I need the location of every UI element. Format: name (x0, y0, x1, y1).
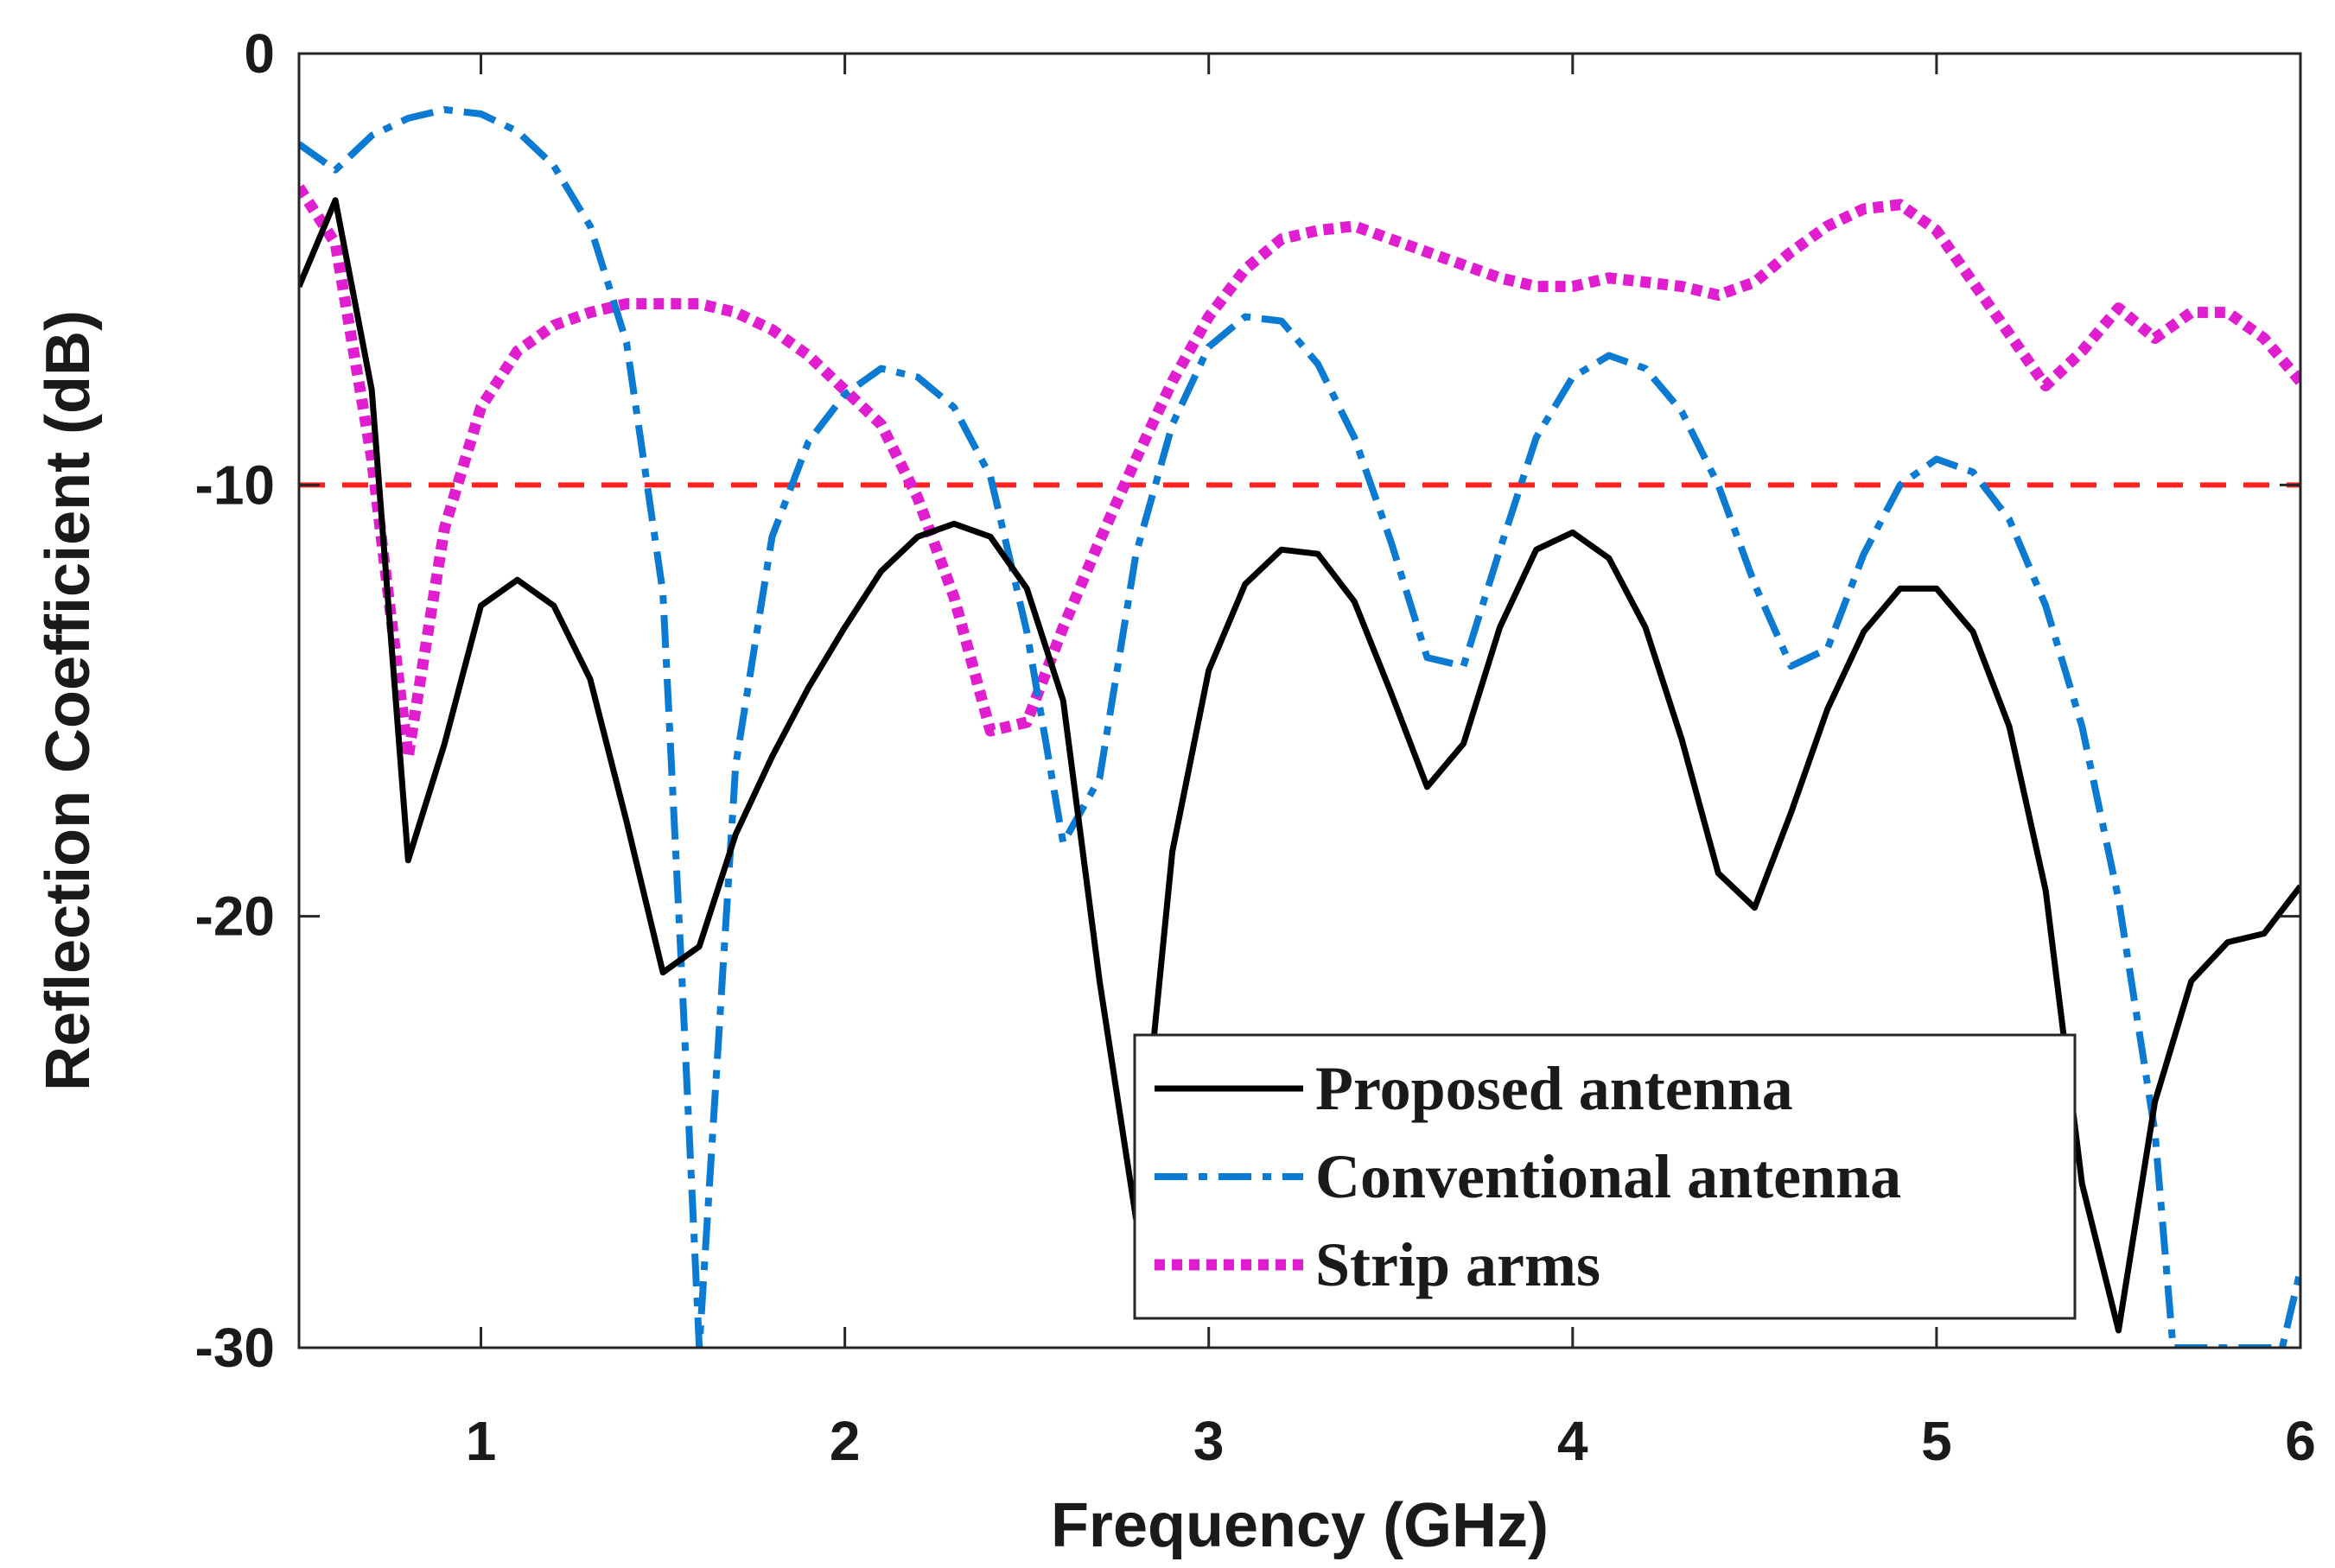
y-tick-label: 0 (244, 22, 275, 85)
series-line-conventional-antenna (299, 105, 2300, 1348)
series-line-strip-arms (299, 184, 2300, 763)
x-tick-label: 3 (1193, 1410, 1225, 1472)
x-tick-label: 1 (466, 1410, 497, 1472)
plot-frame (297, 52, 2302, 1349)
legend-label: Conventional antenna (1315, 1142, 1901, 1211)
y-tick-label: -20 (195, 886, 276, 948)
x-tick-label: 6 (2285, 1410, 2316, 1472)
x-tick-label: 4 (1557, 1410, 1588, 1472)
x-tick-label: 2 (830, 1410, 861, 1472)
y-tick-label: -30 (195, 1317, 276, 1379)
y-tick-label: -10 (195, 454, 276, 516)
legend: Proposed antenna Conventional antenna Stri… (1133, 1033, 2077, 1320)
series-line-proposed-antenna (299, 197, 2300, 1334)
legend-label: Strip arms (1315, 1230, 1600, 1299)
x-axis-label: Frequency (GHz) (1051, 1491, 1549, 1560)
x-tick-label: 5 (1921, 1410, 1952, 1472)
legend-label: Proposed antenna (1315, 1054, 1793, 1123)
y-axis-label: Reflection Coefficient (dB) (34, 310, 103, 1091)
